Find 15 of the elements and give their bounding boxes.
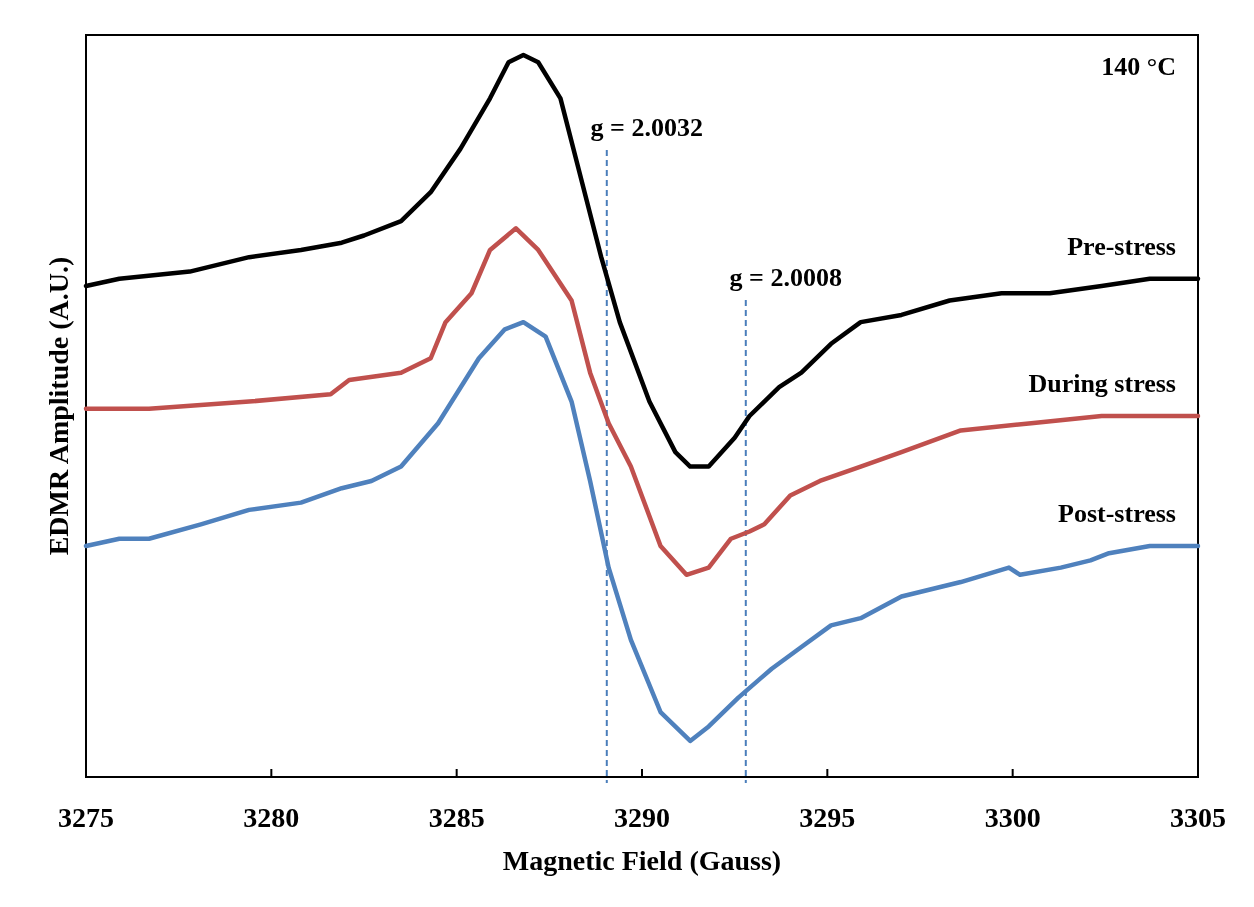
x-tick-label: 3295 [799, 802, 856, 833]
series-label: Pre-stress [1067, 231, 1176, 261]
y-axis-title: EDMR Amplitude (A.U.) [43, 256, 74, 556]
series-label: Post-stress [1058, 498, 1176, 528]
annotation: 140 °C [1101, 52, 1176, 81]
x-tick-label: 3275 [58, 802, 114, 833]
x-tick-label: 3280 [243, 802, 300, 833]
x-axis-title: Magnetic Field (Gauss) [502, 845, 782, 876]
series-label: During stress [1028, 369, 1176, 398]
x-tick-label: 3300 [984, 802, 1041, 833]
annotation: g = 2.0008 [729, 263, 842, 292]
x-tick-label: 3305 [1170, 802, 1226, 833]
x-tick-label: 3285 [428, 802, 485, 833]
annotation: g = 2.0032 [590, 113, 703, 142]
x-tick-label: 3290 [614, 802, 670, 833]
